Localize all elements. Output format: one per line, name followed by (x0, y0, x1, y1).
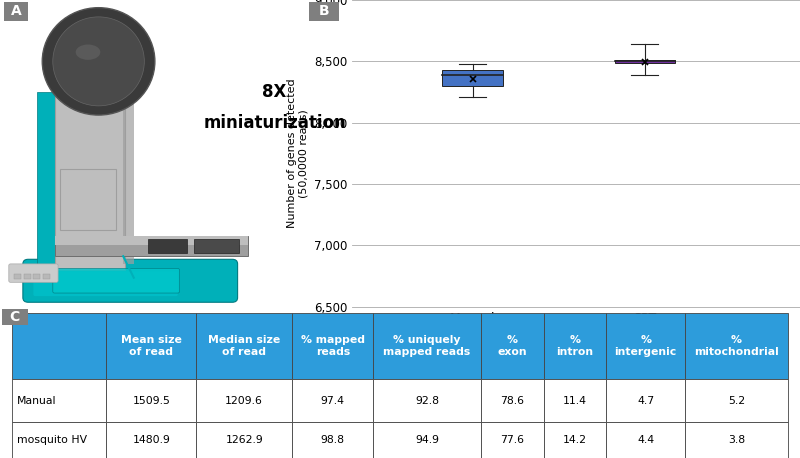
Bar (196, 313, 292, 379)
Text: 4.4: 4.4 (637, 435, 654, 445)
Bar (481, 379, 543, 422)
FancyBboxPatch shape (33, 274, 40, 278)
Text: 11.4: 11.4 (563, 396, 587, 406)
FancyBboxPatch shape (148, 240, 186, 253)
Bar (106, 379, 196, 422)
FancyBboxPatch shape (2, 309, 28, 325)
Bar (12, 379, 106, 422)
FancyBboxPatch shape (14, 274, 21, 278)
FancyBboxPatch shape (85, 58, 113, 107)
Text: Mean size
of read: Mean size of read (121, 335, 182, 357)
FancyBboxPatch shape (9, 264, 58, 282)
FancyBboxPatch shape (54, 236, 248, 256)
Bar (543, 422, 606, 458)
Ellipse shape (42, 8, 155, 115)
Bar (374, 379, 481, 422)
FancyBboxPatch shape (42, 274, 50, 278)
FancyBboxPatch shape (23, 259, 238, 302)
Bar (12, 313, 106, 379)
FancyBboxPatch shape (3, 1, 28, 22)
Text: % uniquely
mapped reads: % uniquely mapped reads (383, 335, 470, 357)
FancyBboxPatch shape (23, 274, 30, 278)
FancyBboxPatch shape (123, 95, 134, 264)
Text: 1262.9: 1262.9 (226, 435, 263, 445)
FancyBboxPatch shape (194, 240, 239, 253)
Bar (685, 313, 788, 379)
FancyBboxPatch shape (310, 1, 338, 22)
Bar (374, 313, 481, 379)
Ellipse shape (53, 17, 144, 106)
Text: % mapped
reads: % mapped reads (301, 335, 365, 357)
FancyBboxPatch shape (34, 272, 178, 296)
Text: Manual: Manual (17, 396, 56, 406)
Text: 1209.6: 1209.6 (226, 396, 263, 406)
Bar (292, 422, 374, 458)
Bar (374, 422, 481, 458)
Text: miniaturization: miniaturization (203, 114, 346, 132)
Bar (543, 379, 606, 422)
Text: mosquito HV: mosquito HV (17, 435, 87, 445)
Bar (614, 60, 675, 63)
Text: 5.2: 5.2 (728, 396, 745, 406)
Bar (12, 422, 106, 458)
Text: 14.2: 14.2 (563, 435, 587, 445)
Text: %
exon: % exon (498, 335, 527, 357)
Text: 1480.9: 1480.9 (132, 435, 170, 445)
FancyBboxPatch shape (60, 169, 116, 230)
FancyBboxPatch shape (37, 92, 56, 270)
Text: 1509.5: 1509.5 (132, 396, 170, 406)
Bar (106, 422, 196, 458)
Bar (292, 313, 374, 379)
Bar (606, 379, 685, 422)
Text: B: B (319, 5, 330, 18)
Bar (196, 379, 292, 422)
Bar (196, 422, 292, 458)
Y-axis label: Number of genes detected
(50,0000 reads): Number of genes detected (50,0000 reads) (286, 79, 308, 228)
Text: %
intron: % intron (557, 335, 594, 357)
Text: A: A (10, 5, 22, 18)
Text: 4.7: 4.7 (637, 396, 654, 406)
FancyBboxPatch shape (53, 268, 179, 293)
Bar (685, 422, 788, 458)
Text: %
intergenic: % intergenic (614, 335, 677, 357)
Text: C: C (10, 310, 19, 324)
FancyBboxPatch shape (54, 236, 248, 245)
Bar (481, 313, 543, 379)
Bar (292, 379, 374, 422)
Text: Median size
of read: Median size of read (208, 335, 280, 357)
Bar (106, 313, 196, 379)
Text: 92.8: 92.8 (415, 396, 439, 406)
Bar (543, 313, 606, 379)
FancyBboxPatch shape (54, 92, 125, 270)
Text: 78.6: 78.6 (500, 396, 524, 406)
Bar (606, 313, 685, 379)
Text: 98.8: 98.8 (321, 435, 345, 445)
Ellipse shape (76, 44, 100, 60)
Text: 94.9: 94.9 (415, 435, 439, 445)
Bar (442, 70, 502, 86)
Bar (685, 379, 788, 422)
Bar (481, 422, 543, 458)
Text: 97.4: 97.4 (321, 396, 345, 406)
Text: 3.8: 3.8 (728, 435, 745, 445)
Text: 8X: 8X (262, 83, 286, 101)
Text: 77.6: 77.6 (500, 435, 524, 445)
Text: %
mitochondrial: % mitochondrial (694, 335, 779, 357)
Bar (606, 422, 685, 458)
